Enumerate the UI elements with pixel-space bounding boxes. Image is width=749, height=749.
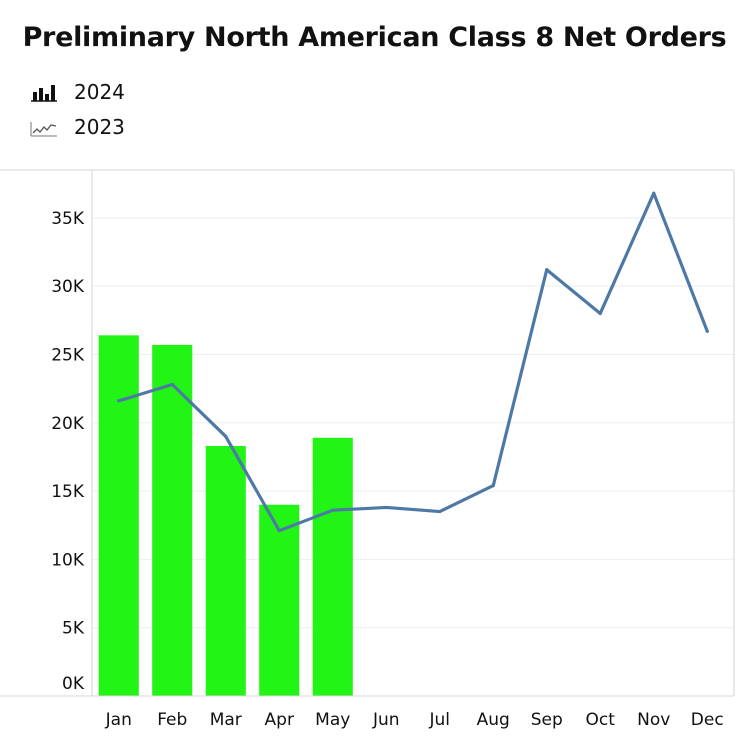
line-point: [224, 434, 228, 439]
line-point: [598, 311, 602, 316]
x-tick-label: Mar: [210, 710, 242, 730]
x-tick-label: Jun: [372, 710, 400, 730]
line-point: [331, 508, 335, 512]
y-tick-label: 25K: [51, 345, 85, 365]
line-2023: [117, 191, 709, 533]
line-point: [384, 505, 388, 510]
x-tick-label: Oct: [586, 710, 616, 730]
bar-chart-icon: [31, 85, 57, 102]
series-line: [117, 191, 709, 533]
x-tick-label: Dec: [691, 710, 724, 730]
x-tick-label: Apr: [265, 710, 294, 730]
axes: 0K 5K 10K 15K 20K 25K 30K 35K Jan Feb Mar Apr May Jun…: [0, 169, 735, 730]
legend-label-2024: 2024: [74, 80, 125, 104]
bar: [259, 504, 300, 696]
x-tick-label: Nov: [637, 710, 670, 730]
x-tick-label: May: [315, 710, 350, 730]
y-tick-label: 0K: [62, 674, 85, 694]
bar: [98, 335, 139, 696]
x-tick-label: Aug: [477, 710, 510, 730]
y-tick-label: 35K: [51, 209, 85, 229]
chart-title: Preliminary North American Class 8 Net O…: [22, 22, 727, 53]
x-tick-label: Sep: [531, 710, 563, 730]
line-point: [438, 509, 442, 514]
legend-item-2024[interactable]: 2024: [30, 80, 125, 104]
y-tick-label: 5K: [62, 619, 85, 639]
y-tick-label: 10K: [51, 550, 85, 570]
line-point: [277, 529, 281, 533]
x-tick-label: Feb: [157, 710, 187, 730]
line-point: [705, 329, 709, 333]
gridlines: [92, 217, 734, 629]
line-chart-icon: [30, 122, 57, 137]
line-point: [545, 268, 549, 272]
bar: [152, 344, 193, 696]
bars-2024: [98, 335, 353, 696]
legend-label-2023: 2023: [74, 115, 125, 139]
line-point: [170, 382, 174, 387]
y-tick-label: 30K: [51, 277, 85, 297]
x-tick-label: Jul: [428, 710, 450, 730]
bar: [205, 445, 246, 696]
line-point: [491, 484, 495, 488]
legend-item-2023[interactable]: 2023: [30, 115, 125, 139]
line-point: [652, 191, 656, 195]
line-point: [117, 399, 121, 403]
bar: [312, 437, 353, 696]
x-tick-label: Jan: [105, 710, 132, 730]
y-tick-label: 15K: [51, 482, 85, 502]
y-tick-label: 20K: [51, 414, 85, 434]
